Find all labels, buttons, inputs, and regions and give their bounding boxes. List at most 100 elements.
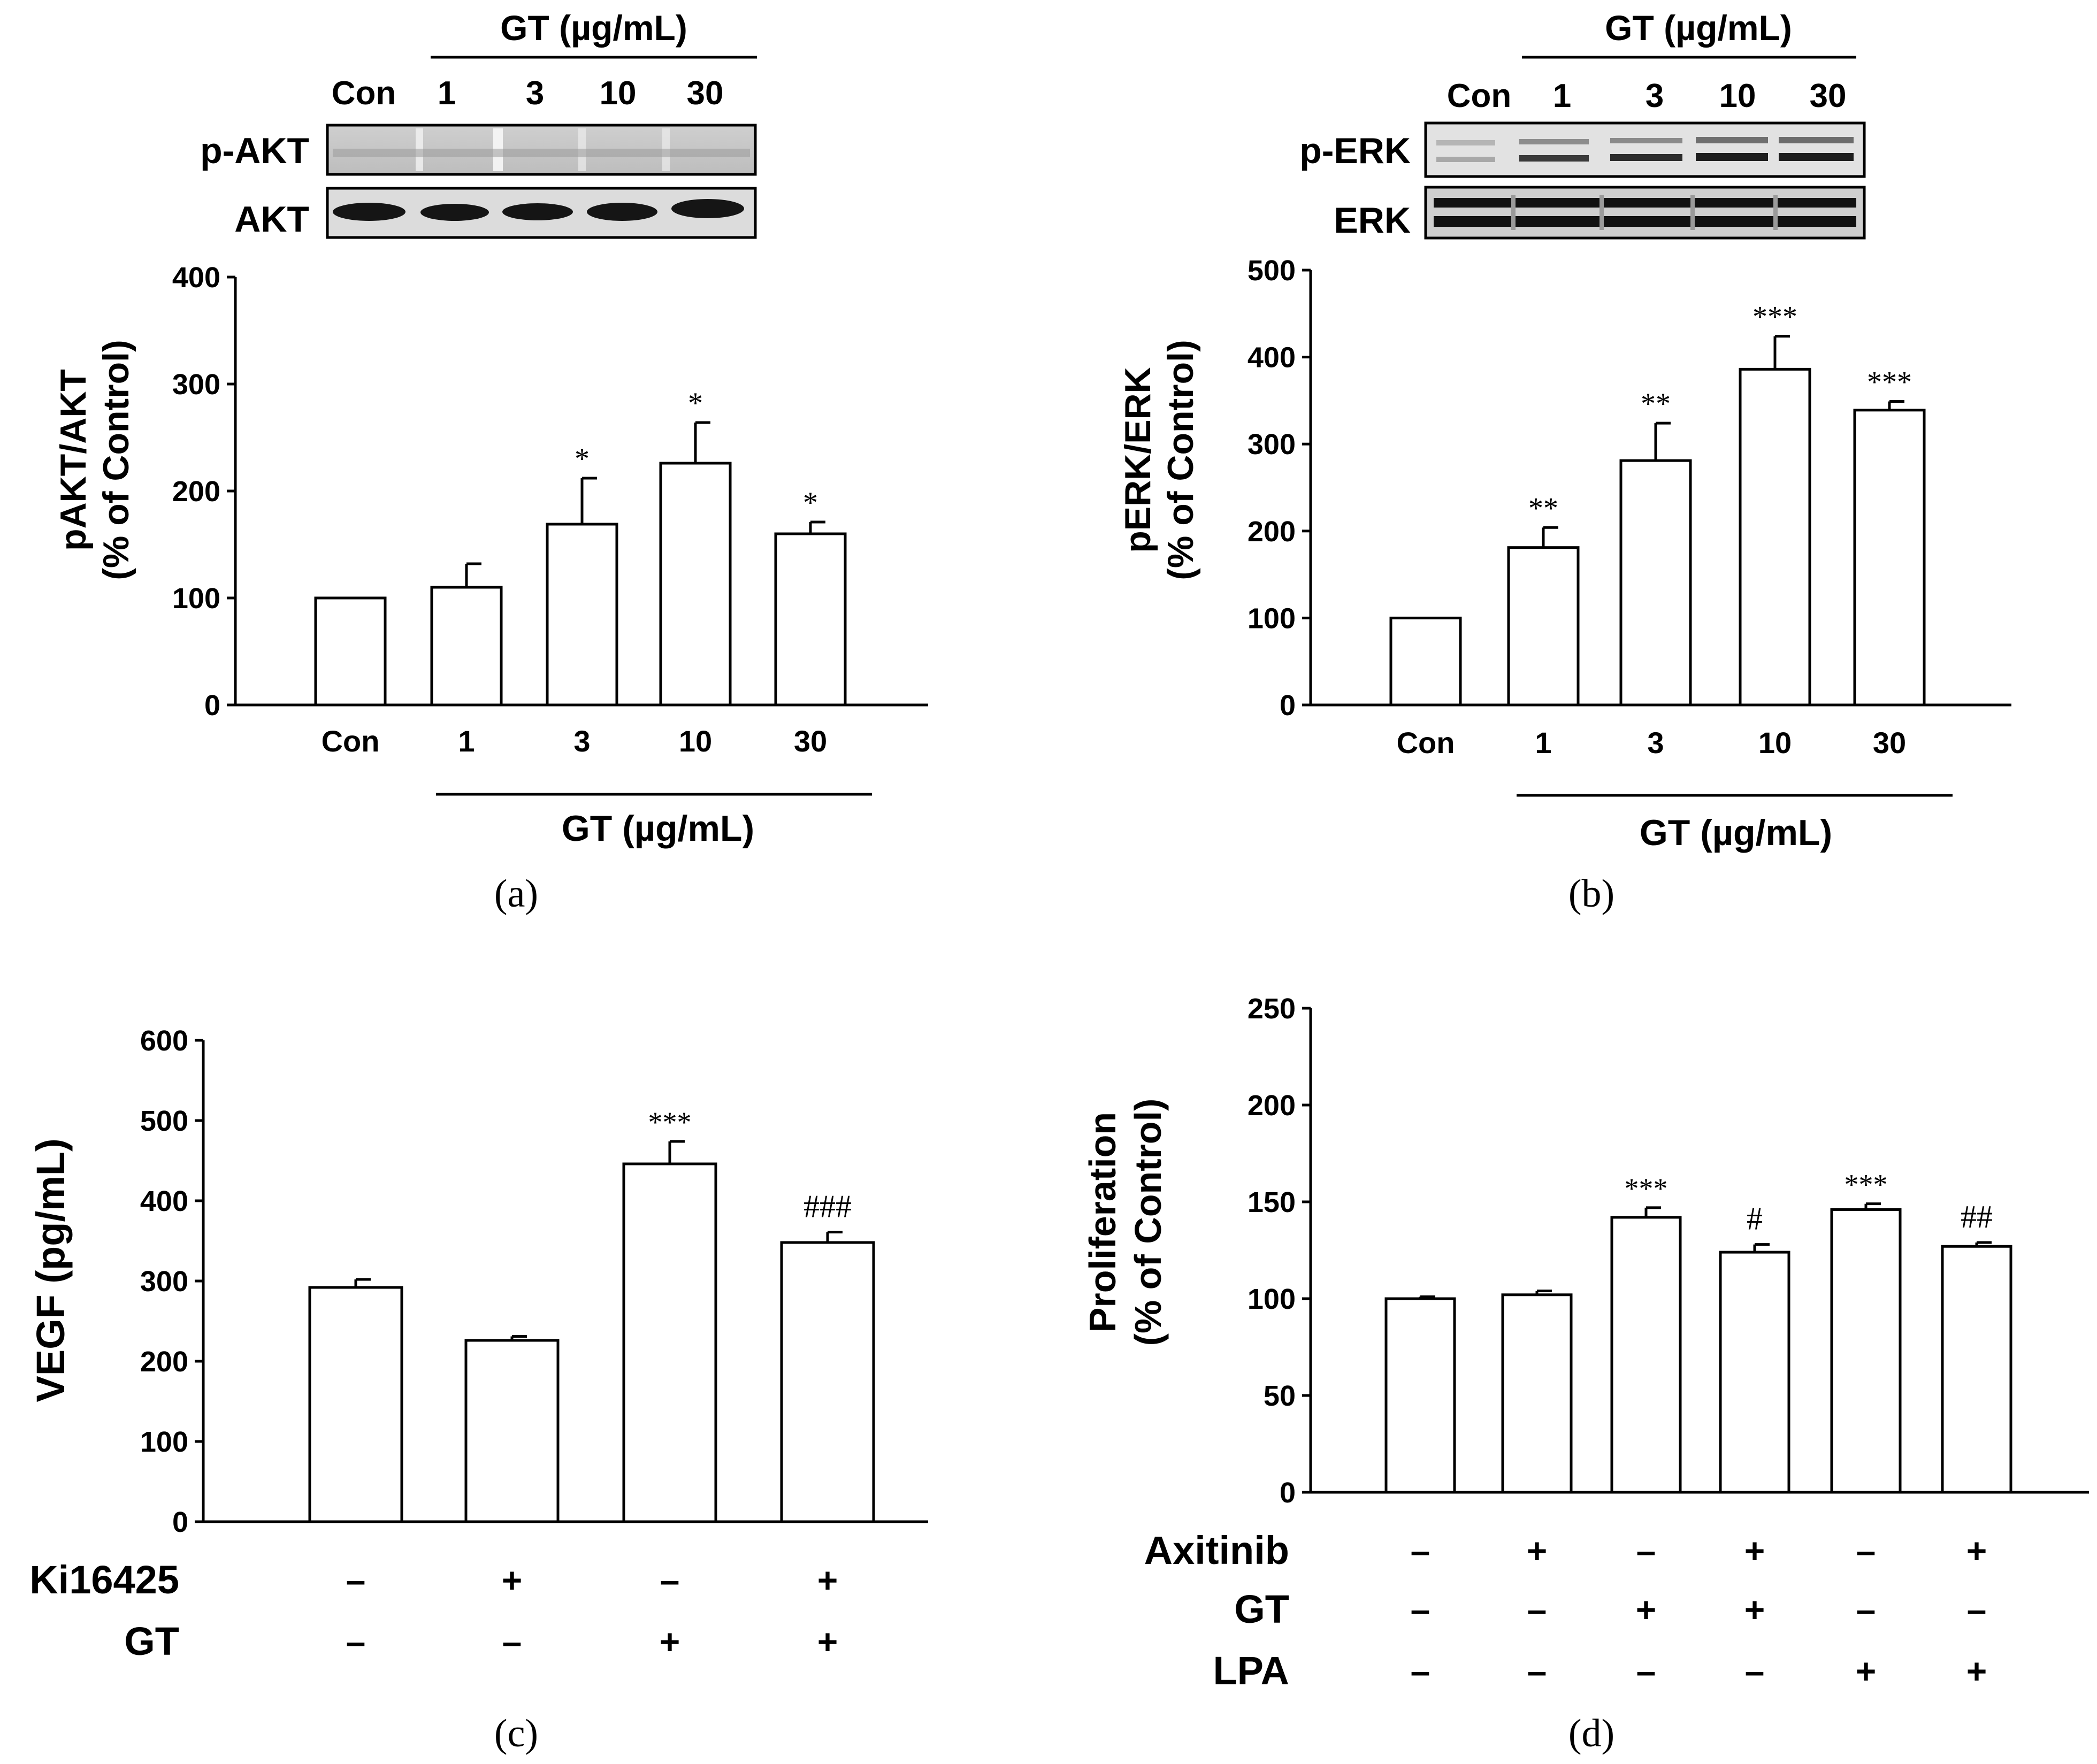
panel-c-caption: (c) [494,1712,538,1755]
significance-label: * [575,442,590,475]
y-tick-label: 300 [140,1266,188,1298]
y-tick-label: 0 [1280,689,1296,722]
blot-a-lane-label: 3 [526,75,544,112]
x-tick-label: 3 [573,724,590,758]
chart-d-plot: 0 50 100 150 200 250 *** # *** ## Axitinib – + – + – + GT… [1144,993,2089,1693]
treatment-sign: + [1744,1590,1765,1629]
y-tick-label: 500 [1248,255,1296,287]
blot-b-erk-image [1424,186,1866,240]
y-tick-label: 600 [140,1025,188,1057]
y-tick-label: 400 [140,1185,188,1217]
bar [1507,546,1580,707]
blot-a-pakt-image [326,124,757,176]
chart-a-ylabel-line2: (% of Control) [96,340,136,580]
y-tick-label: 200 [172,475,220,508]
treatment-sign: + [1636,1590,1657,1629]
treatment-sign: – [1636,1651,1656,1691]
blot-b-perk-image [1424,121,1866,178]
y-tick-label: 100 [172,582,220,615]
y-tick-label: 200 [140,1346,188,1378]
blot-a-lane-label: 30 [687,75,724,112]
treatment-sign: – [1856,1531,1876,1570]
significance-label: ** [1528,492,1558,525]
treatment-sign: + [1744,1531,1765,1570]
x-tick-label: 3 [1647,726,1664,760]
treatment-label: GT [124,1619,179,1663]
significance-label: *** [1867,366,1912,399]
y-tick-label: 50 [1264,1380,1296,1412]
treatment-sign: + [817,1622,838,1661]
x-tick-label: Con [1397,726,1455,760]
y-tick-label: 100 [1248,1283,1296,1315]
treatment-sign: – [1636,1531,1656,1570]
blot-a-lane-label: Con [332,75,396,112]
treatment-label: LPA [1213,1648,1289,1693]
significance-label: ** [1641,387,1671,420]
panel-b: GT (µg/mL) Con 1 3 10 30 p-ERK ERK [1118,8,2011,916]
y-tick-label: 250 [1248,993,1296,1025]
chart-b-xlabel: GT (µg/mL) [1640,812,1832,853]
bar [430,586,503,707]
blot-b-group-label: GT (µg/mL) [1605,8,1792,48]
y-tick-label: 300 [1248,428,1296,461]
treatment-sign: – [1856,1590,1876,1629]
treatment-sign: – [346,1560,366,1600]
bar [1853,409,1926,707]
chart-a-xlabel: GT (µg/mL) [562,808,754,849]
treatment-sign: – [1967,1590,1987,1629]
bar [1830,1208,1902,1494]
significance-label: *** [648,1106,692,1138]
y-tick-label: 300 [172,369,220,401]
panel-d: Proliferation (% of Control) 0 50 100 150 20… [1082,993,2089,1755]
treatment-sign: – [1745,1651,1765,1691]
bar [659,462,732,707]
bar [1719,1251,1790,1494]
blot-a-lane-label: 1 [438,75,456,112]
blot-b-lane-label: 3 [1646,78,1664,114]
chart-d-ylabel-line1: Proliferation [1082,1112,1123,1332]
chart-a-plot: 0 100 200 300 400 * * * Con 1 3 10 30 [172,262,928,796]
treatment-sign: + [1856,1651,1877,1691]
y-tick-label: 0 [172,1506,188,1538]
y-tick-label: 0 [1280,1477,1296,1509]
blot-b-lane-label: 1 [1553,78,1571,114]
x-tick-label: 30 [1873,726,1906,760]
blot-b-lane-label: 30 [1810,78,1847,114]
blot-b-row-label: ERK [1334,200,1411,241]
panel-c: VEGF (pg/mL) 0 100 200 300 400 500 600 *** ### Ki… [28,1025,928,1755]
treatment-sign: + [660,1622,680,1661]
y-tick-label: 200 [1248,516,1296,548]
significance-label: ## [1961,1199,1993,1234]
y-tick-label: 0 [204,689,220,722]
significance-label: *** [1752,301,1797,334]
y-tick-label: 400 [172,262,220,294]
x-tick-label: 10 [1758,726,1792,760]
x-tick-label: 1 [1535,726,1551,760]
blot-a-lane-label: 10 [600,75,637,112]
x-tick-label: Con [322,724,380,758]
y-tick-label: 150 [1248,1186,1296,1218]
significance-label: ### [803,1189,852,1224]
bar [314,596,387,707]
bar [774,532,847,707]
treatment-sign: + [1966,1531,1987,1570]
panel-b-caption: (b) [1568,872,1614,916]
blot-a-row-label: p-AKT [200,131,309,171]
bar [1384,1297,1456,1494]
significance-label: *** [1845,1169,1888,1201]
significance-label: # [1747,1201,1763,1237]
treatment-sign: – [1527,1590,1547,1629]
x-tick-label: 30 [794,724,827,758]
bar [1501,1293,1573,1494]
blot-a-akt-image [326,187,757,239]
bar [546,523,618,707]
treatment-label: Axitinib [1144,1528,1289,1573]
blot-b-lane-label: Con [1447,78,1512,114]
treatment-sign: – [346,1622,366,1661]
treatment-label: Ki16425 [29,1558,179,1602]
blot-a-group-label: GT (µg/mL) [500,8,687,48]
treatment-sign: + [1527,1531,1548,1570]
